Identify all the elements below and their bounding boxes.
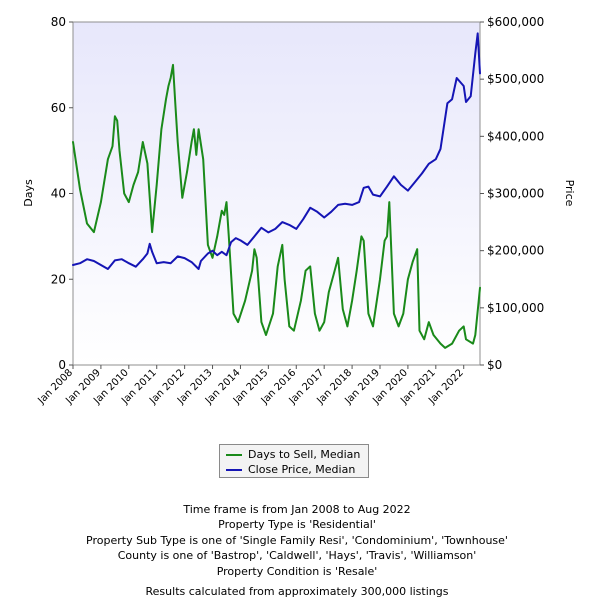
y-left-axis-title: Days: [22, 179, 35, 207]
note-time-frame: Time frame is from Jan 2008 to Aug 2022: [183, 503, 411, 516]
series-layer: [72, 32, 481, 349]
y-right-tick-label: $0: [487, 358, 502, 372]
y-right-tick-label: $100,000: [487, 301, 544, 315]
legend-item-days: Days to Sell, Median: [226, 447, 362, 462]
y-left-tick-label: 0: [58, 358, 66, 372]
y-right-tick-label: $200,000: [487, 244, 544, 258]
legend-label-price: Close Price, Median: [248, 463, 356, 476]
legend-swatch-days: [226, 453, 242, 456]
y-right-tick-label: $600,000: [487, 15, 544, 29]
legend-item-price: Close Price, Median: [226, 462, 362, 477]
y-left-tick-label: 20: [51, 272, 66, 286]
y-left-tick-label: 80: [51, 15, 66, 29]
legend: Days to Sell, Median Close Price, Median: [219, 444, 369, 478]
plot-area: [72, 21, 481, 366]
close-price-line: [72, 32, 481, 270]
y-left-tick-label: 40: [51, 187, 66, 201]
y-left-tick-label: 60: [51, 101, 66, 115]
note-property-type: Property Type is 'Residential': [218, 518, 376, 532]
y-right-tick-label: $400,000: [487, 129, 544, 143]
note-property-sub-type: Property Sub Type is one of 'Single Fami…: [86, 533, 508, 547]
legend-swatch-price: [226, 468, 242, 471]
y-right-tick-label: $300,000: [487, 187, 544, 201]
note-results: Results calculated from approximately 30…: [145, 585, 449, 599]
y-right-axis-title: Price: [563, 180, 576, 207]
days-to-sell-line: [72, 63, 481, 349]
criteria-notes: Time frame is from Jan 2008 to Aug 2022 …: [0, 502, 594, 599]
legend-label-days: Days to Sell, Median: [248, 448, 361, 461]
chart: 0 20 40 60 80 $0 $100,000 $200,000 $300,000 $400,…: [22, 15, 576, 407]
note-property-condition: Property Condition is 'Resale': [216, 564, 378, 578]
y-right-tick-label: $500,000: [487, 72, 544, 86]
note-county: County is one of 'Bastrop', 'Caldwell', …: [117, 549, 477, 563]
